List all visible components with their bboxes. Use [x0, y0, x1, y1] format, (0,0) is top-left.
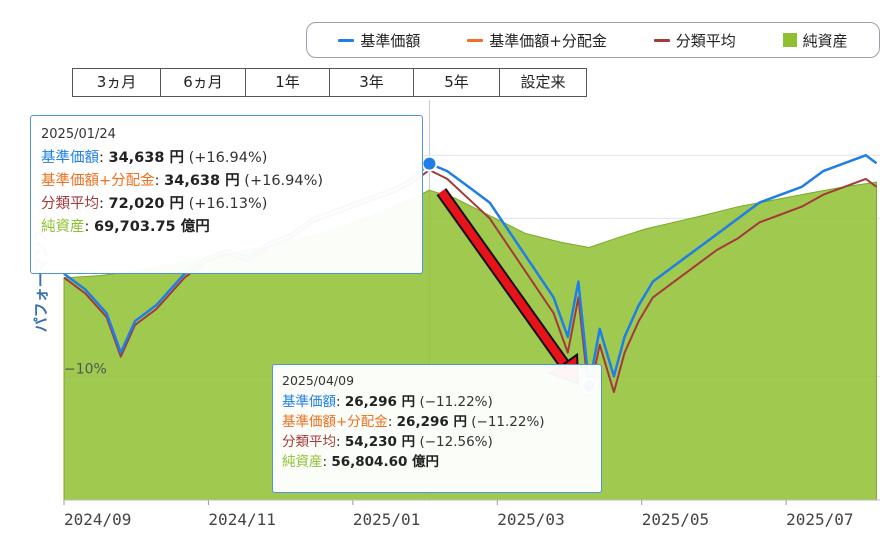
tooltip-value: 26,296 円	[396, 414, 467, 430]
tooltip-label: 分類平均	[41, 196, 99, 212]
legend-swatch-net-assets	[782, 33, 797, 47]
tooltip-value: 69,703.75 億円	[94, 219, 210, 235]
tooltip-value: 56,804.60 億円	[331, 454, 440, 470]
tooltip-row-nav: 基準価額: 34,638 円 (+16.94%)	[41, 150, 268, 166]
tooltip-value: 34,638 円	[164, 173, 240, 189]
legend-item-net-assets[interactable]: 純資産	[782, 30, 848, 51]
range-button-1y[interactable]: 1年	[246, 69, 330, 96]
tooltip-label: 基準価額	[282, 394, 336, 410]
tooltip-label: 基準価額+分配金	[282, 414, 388, 430]
legend-swatch-category-average	[653, 38, 670, 42]
tooltip-value: 72,020 円	[108, 196, 185, 212]
tooltip-row-net-assets: 純資産: 69,703.75 億円	[41, 219, 210, 235]
range-button-3m[interactable]: 3ヵ月	[73, 69, 161, 96]
tooltip-label: 分類平均	[282, 434, 336, 450]
tooltip-pct: (+16.94%)	[244, 173, 324, 189]
range-button-since-inception[interactable]: 設定来	[500, 69, 586, 96]
tooltip-pct: (−11.22%)	[471, 414, 545, 430]
legend-swatch-nav-dividend	[467, 38, 484, 42]
range-button-5y[interactable]: 5年	[414, 69, 500, 96]
legend-item-nav-dividend[interactable]: 基準価額+分配金	[467, 30, 607, 51]
tooltip-row-nav-dividend: 基準価額+分配金: 34,638 円 (+16.94%)	[41, 173, 324, 189]
legend-label-nav-dividend: 基準価額+分配金	[489, 31, 607, 50]
tooltip-date: 2025/04/09	[282, 373, 355, 388]
legend-label-category-average: 分類平均	[675, 31, 736, 50]
tooltip-2025-04-09: 2025/04/09 基準価額: 26,296 円 (−11.22%) 基準価額…	[272, 364, 602, 493]
x-tick-label: 2024/11	[208, 510, 275, 529]
tooltip-value: 26,296 円	[344, 394, 416, 410]
tooltip-label: 純資産	[282, 454, 323, 470]
tooltip-row-category-average: 分類平均: 72,020 円 (+16.13%)	[41, 196, 268, 212]
tooltip-pct: (−12.56%)	[419, 434, 493, 450]
tooltip-label: 純資産	[41, 219, 85, 235]
chart-legend: 基準価額 基準価額+分配金 分類平均 純資産	[306, 22, 880, 58]
tooltip-pct: (+16.94%)	[188, 150, 268, 166]
tooltip-pct: (+16.13%)	[188, 196, 268, 212]
legend-item-category-average[interactable]: 分類平均	[653, 30, 736, 51]
range-button-3y[interactable]: 3年	[330, 69, 414, 96]
highlight-point	[421, 155, 438, 172]
legend-label-net-assets: 純資産	[802, 31, 848, 50]
tooltip-value: 34,638 円	[108, 150, 185, 166]
y-tick-label: −10%	[64, 361, 107, 377]
tooltip-date: 2025/01/24	[41, 127, 116, 142]
x-tick-label: 2025/01	[353, 510, 420, 529]
x-tick-label: 2024/09	[64, 510, 131, 529]
x-tick-label: 2025/03	[497, 510, 564, 529]
tooltip-label: 基準価額+分配金	[41, 173, 155, 189]
tooltip-row-nav: 基準価額: 26,296 円 (−11.22%)	[282, 394, 493, 410]
tooltip-label: 基準価額	[41, 150, 99, 166]
x-tick-label: 2025/07	[786, 510, 853, 529]
tooltip-row-net-assets: 純資産: 56,804.60 億円	[282, 454, 440, 470]
legend-item-nav[interactable]: 基準価額	[338, 30, 420, 51]
legend-label-nav: 基準価額	[360, 31, 421, 50]
period-range-selector: 3ヵ月 6ヵ月 1年 3年 5年 設定来	[72, 68, 587, 97]
range-button-6m[interactable]: 6ヵ月	[161, 69, 246, 96]
x-tick-label: 2025/05	[642, 510, 709, 529]
tooltip-row-nav-dividend: 基準価額+分配金: 26,296 円 (−11.22%)	[282, 414, 545, 430]
legend-swatch-nav	[338, 38, 355, 42]
annotation-arrow-shaft	[438, 189, 568, 367]
tooltip-pct: (−11.22%)	[419, 394, 493, 410]
tooltip-value: 54,230 円	[344, 434, 416, 450]
tooltip-row-category-average: 分類平均: 54,230 円 (−12.56%)	[282, 434, 493, 450]
tooltip-2025-01-24: 2025/01/24 基準価額: 34,638 円 (+16.94%) 基準価額…	[30, 115, 423, 274]
